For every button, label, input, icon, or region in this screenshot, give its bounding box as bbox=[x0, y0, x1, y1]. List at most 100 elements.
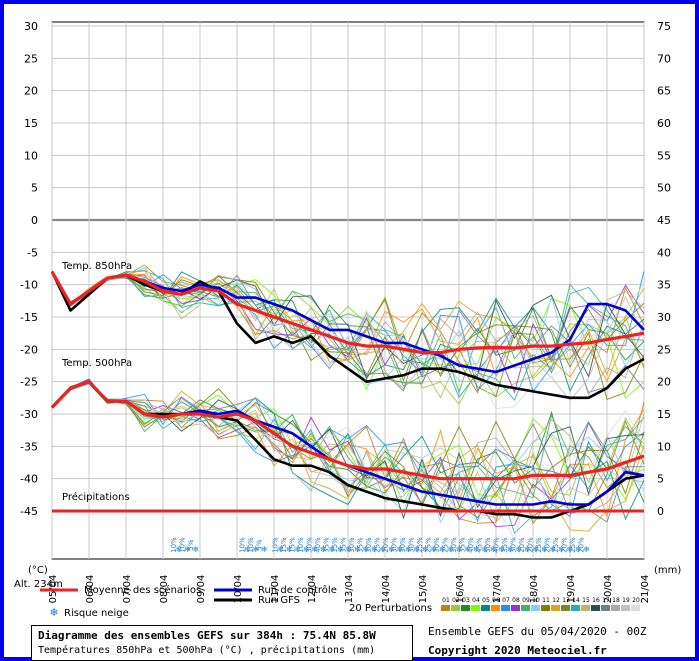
snow-icon: ❄ bbox=[456, 545, 463, 554]
snow-icon: ❄ bbox=[362, 545, 369, 554]
snow-risk-label: 10% bbox=[272, 537, 280, 553]
perturbation-id: 13 bbox=[562, 597, 570, 604]
perturbation-line bbox=[51, 379, 645, 523]
snow-icon: ❄ bbox=[354, 545, 361, 554]
x-tick-label: 15/04 bbox=[418, 575, 429, 604]
perturbation-swatch bbox=[621, 605, 630, 611]
snow-icon: ❄ bbox=[396, 545, 403, 554]
perturbation-swatch bbox=[611, 605, 620, 611]
snow-icon: ❄ bbox=[345, 545, 352, 554]
x-tick-label: 09/04 bbox=[196, 575, 207, 604]
snow-risk-label: 50% bbox=[484, 537, 492, 553]
snow-risk-label: 30% bbox=[365, 537, 373, 553]
series-line-500hPa-moyenne-des-sc-narios bbox=[50, 380, 645, 481]
snow-risk-label: 20% bbox=[544, 537, 552, 553]
perturbation-swatch bbox=[471, 605, 480, 611]
snow-icon: ❄ bbox=[566, 545, 573, 554]
perturbation-line bbox=[51, 380, 645, 532]
x-tick-label: 07/04 bbox=[122, 575, 133, 604]
snow-icon: ❄ bbox=[490, 545, 497, 554]
snow-icon: ❄ bbox=[311, 545, 318, 554]
perturbation-id: 03 bbox=[462, 597, 470, 604]
snow-icon: ❄ bbox=[176, 545, 183, 554]
snow-risk-label: 30% bbox=[408, 537, 416, 553]
legend-label: Moyenne des scénarios bbox=[84, 584, 201, 596]
perturbation-swatch bbox=[591, 605, 600, 611]
snow-risk-label: 25% bbox=[569, 537, 577, 553]
perturbation-swatch bbox=[571, 605, 580, 611]
perturbation-swatch bbox=[631, 605, 640, 611]
perturbation-id: 10 bbox=[532, 597, 540, 604]
y-left-tick-label: -15 bbox=[20, 311, 38, 324]
perturbation-swatch bbox=[541, 605, 550, 611]
snow-risk-label: 25% bbox=[425, 537, 433, 553]
snow-risk-label: 25% bbox=[535, 537, 543, 553]
snow-icon: ❄ bbox=[244, 545, 251, 554]
chart-subtitle: Températures 850hPa et 500hPa (°C) , pré… bbox=[38, 645, 376, 656]
series-line-850hPa-run-gfs bbox=[50, 271, 645, 400]
y-right-tick-label: 35 bbox=[657, 279, 671, 292]
snow-risk-label: 30% bbox=[306, 537, 314, 553]
perturbation-id: 12 bbox=[552, 597, 560, 604]
perturbation-id: 19 bbox=[622, 597, 630, 604]
perturbation-line bbox=[51, 271, 645, 395]
snow-icon: ❄ bbox=[371, 545, 378, 554]
copyright: Copyright 2020 Meteociel.fr bbox=[428, 644, 607, 657]
snow-icon: ❄ bbox=[253, 545, 260, 554]
perturbation-swatch bbox=[511, 605, 520, 611]
snow-icon: ❄ bbox=[277, 545, 284, 554]
x-tick-label: 17/04 bbox=[492, 575, 503, 604]
perturbation-id: 04 bbox=[472, 597, 480, 604]
x-tick-label: 12/04 bbox=[307, 575, 318, 604]
perturbation-line bbox=[51, 271, 645, 402]
perturbation-id: 08 bbox=[512, 597, 520, 604]
y-right-tick-label: 60 bbox=[657, 117, 671, 130]
perturbation-line bbox=[51, 272, 645, 386]
annotation-precip: Précipitations bbox=[62, 491, 130, 503]
y-right-tick-label: 25 bbox=[657, 343, 671, 356]
snow-icon: ❄ bbox=[515, 545, 522, 554]
y-left-tick-label: 0 bbox=[31, 214, 38, 227]
perturbation-line bbox=[51, 270, 645, 402]
x-tick-label: 13/04 bbox=[344, 575, 355, 604]
perturbation-swatch bbox=[531, 605, 540, 611]
perturbation-line bbox=[51, 270, 645, 401]
snow-risk-label: 10% bbox=[178, 537, 186, 553]
snow-icon: ❄ bbox=[481, 545, 488, 554]
perturbation-swatch bbox=[451, 605, 460, 611]
perturbation-id: 18 bbox=[612, 597, 620, 604]
perturbation-swatch bbox=[521, 605, 530, 611]
y-right-tick-label: 30 bbox=[657, 311, 671, 324]
y-left-tick-label: -45 bbox=[20, 505, 38, 518]
x-tick-label: 11/04 bbox=[270, 575, 281, 604]
snow-risk-label: 15% bbox=[280, 537, 288, 553]
snow-icon: ❄ bbox=[498, 545, 505, 554]
y-left-tick-label: -35 bbox=[20, 440, 38, 453]
snow-icon: ❄ bbox=[261, 545, 268, 554]
snow-risk-label: 35% bbox=[331, 537, 339, 553]
y-left-tick-label: -20 bbox=[20, 343, 38, 356]
snow-risk-label: 30% bbox=[433, 537, 441, 553]
snow-risk-label: 35% bbox=[501, 537, 509, 553]
perturbation-line bbox=[51, 382, 645, 521]
snow-icon: ❄ bbox=[430, 545, 437, 554]
snow-risk-label: 20% bbox=[518, 537, 526, 553]
snow-risk-label: 30% bbox=[399, 537, 407, 553]
y-right-tick-label: 55 bbox=[657, 149, 671, 162]
snow-risk-label: 35% bbox=[459, 537, 467, 553]
y-left-tick-label: -40 bbox=[20, 473, 38, 486]
snow-icon: ❄ bbox=[464, 545, 471, 554]
y-left-tick-label: -5 bbox=[27, 246, 38, 259]
snow-risk-label: 10% bbox=[297, 537, 305, 553]
perturbations-label: 20 Perturbations bbox=[349, 603, 432, 614]
perturbation-id: 15 bbox=[582, 597, 590, 604]
snow-icon: ❄ bbox=[583, 545, 590, 554]
snow-icon: ❄ bbox=[473, 545, 480, 554]
snow-risk-label: 35% bbox=[323, 537, 331, 553]
snow-risk-label: 30% bbox=[510, 537, 518, 553]
perturbation-swatch bbox=[441, 605, 450, 611]
y-right-tick-label: 15 bbox=[657, 408, 671, 421]
snow-icon: ❄ bbox=[303, 545, 310, 554]
y-right-tick-label: 20 bbox=[657, 376, 671, 389]
